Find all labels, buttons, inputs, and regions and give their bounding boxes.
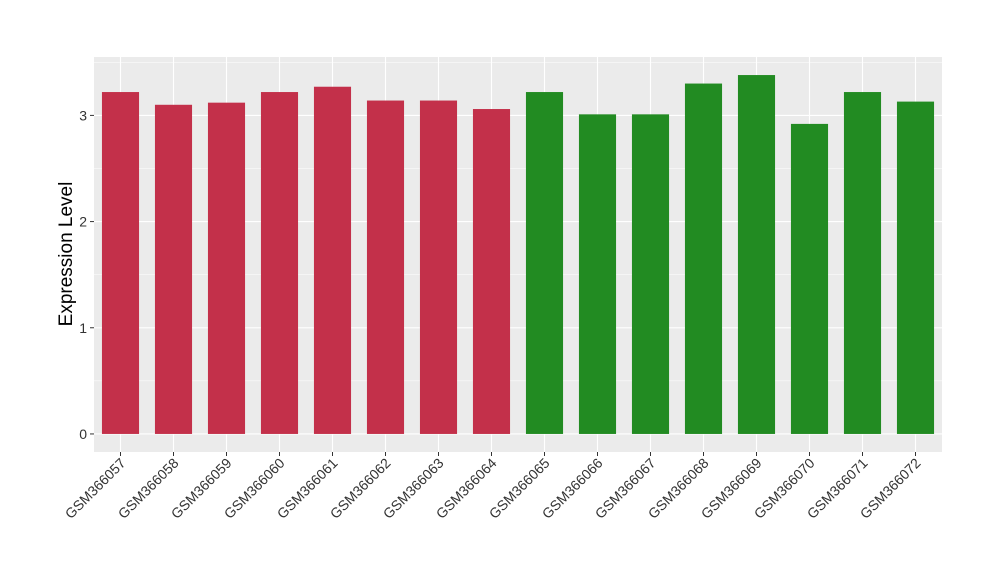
bar [790, 123, 829, 434]
bar [313, 86, 352, 434]
bar [207, 102, 246, 434]
y-axis: 0 1 2 3 [79, 107, 94, 442]
bar [260, 92, 299, 434]
bar [419, 100, 458, 434]
bar [525, 92, 564, 434]
y-axis-title: Expression Level [56, 182, 77, 327]
bar [843, 92, 882, 434]
bar [154, 104, 193, 434]
bar [896, 101, 935, 434]
bar [366, 100, 405, 434]
bar [101, 92, 140, 434]
bar [737, 75, 776, 434]
y-tick-label: 3 [79, 107, 87, 123]
y-tick-label: 1 [79, 320, 87, 336]
y-tick-label: 0 [79, 426, 87, 442]
bar [472, 109, 511, 434]
bar [578, 114, 617, 434]
bar [684, 83, 723, 434]
bars [101, 75, 935, 434]
y-tick-label: 2 [79, 214, 87, 230]
x-axis: GSM366057GSM366058GSM366059GSM366060GSM3… [62, 452, 924, 522]
bar [631, 114, 670, 434]
